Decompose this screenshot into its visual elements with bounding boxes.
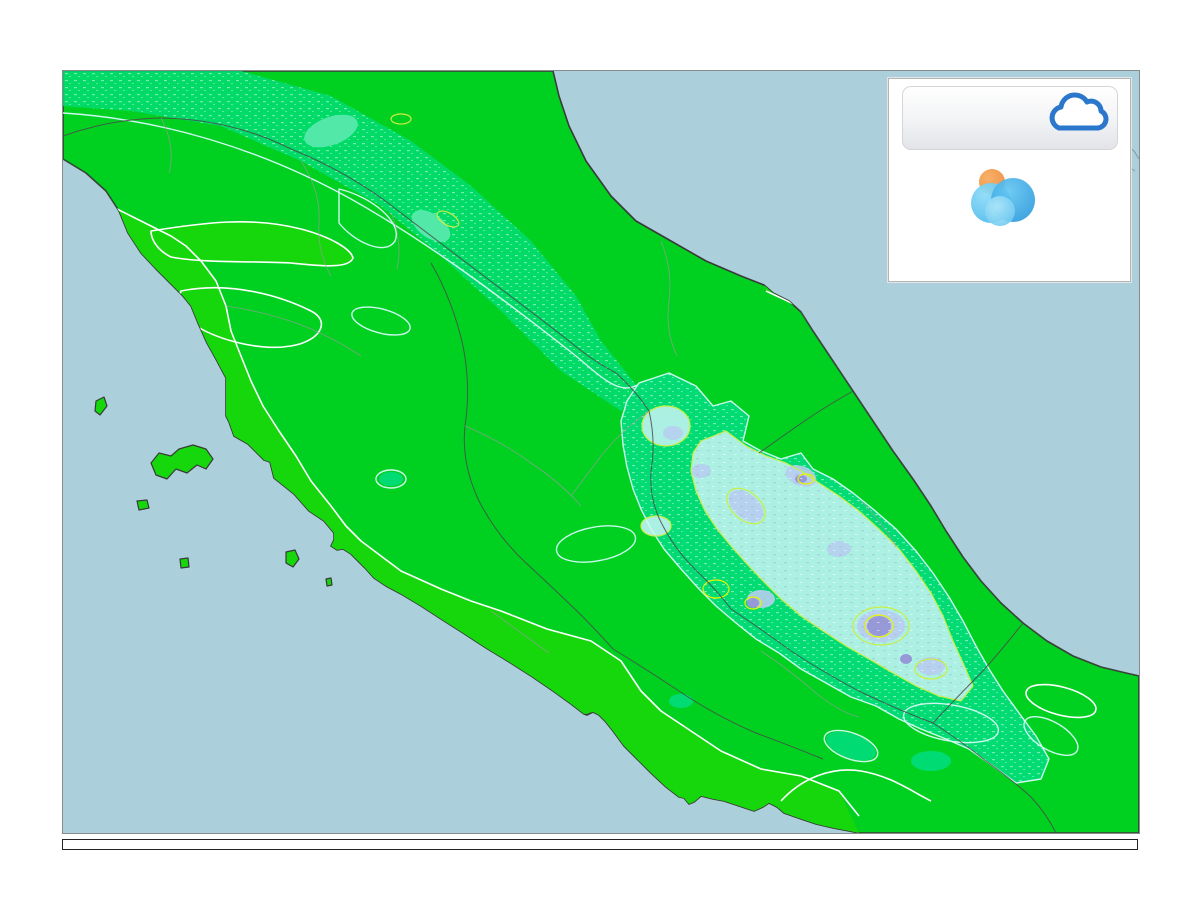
isotherm-4 [390, 113, 974, 702]
province-borders [160, 117, 897, 718]
region-borders [63, 117, 1057, 833]
meteogiuliacci-cloud-icon [970, 169, 1037, 231]
colorbar-labels [62, 852, 1138, 878]
lineameteo-logo [901, 86, 1118, 150]
meteogiuliacci-logo [889, 162, 1130, 238]
isotherm-8 [63, 112, 1079, 784]
isotherm-0 [702, 473, 894, 638]
temperature-colorbar [62, 839, 1138, 878]
credits-box [887, 77, 1132, 283]
colorbar-cells [62, 839, 1138, 850]
islands [94, 396, 333, 587]
cloud-icon [1049, 92, 1108, 131]
